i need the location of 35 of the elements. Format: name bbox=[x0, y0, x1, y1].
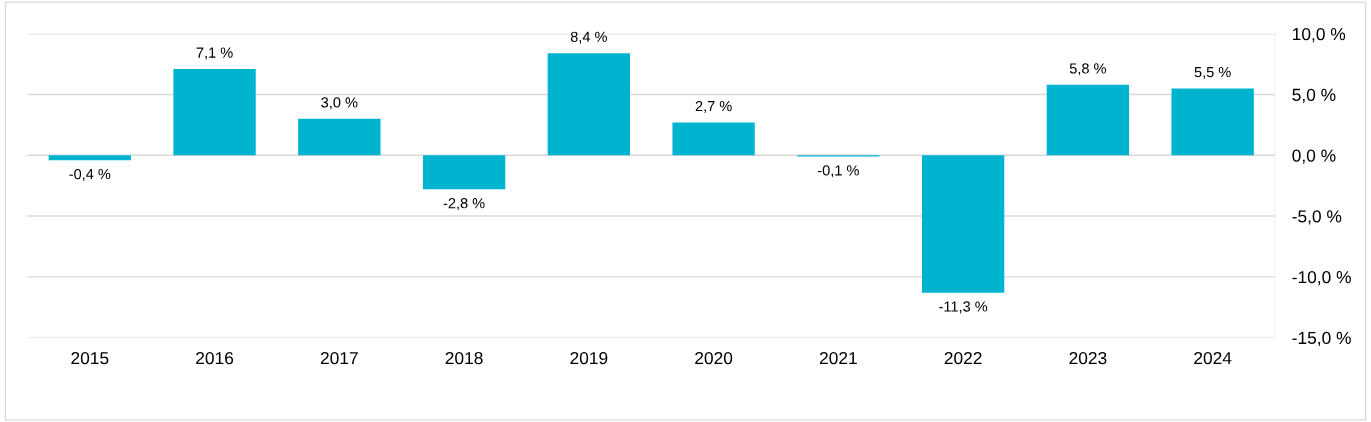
y-tick-label: 5,0 % bbox=[1292, 88, 1336, 104]
data-label: -2,8 % bbox=[443, 198, 485, 211]
x-tick-label: 2018 bbox=[445, 351, 483, 365]
x-tick-label: 2019 bbox=[570, 351, 608, 365]
x-tick-label: 2024 bbox=[1194, 351, 1232, 365]
bar bbox=[173, 69, 256, 156]
data-label: -0,1 % bbox=[817, 165, 859, 178]
bar bbox=[921, 155, 1005, 293]
x-tick-label: 2017 bbox=[320, 351, 358, 365]
x-tick-label: 2015 bbox=[71, 351, 109, 365]
data-label: 5,5 % bbox=[1194, 66, 1231, 79]
data-label: 3,0 % bbox=[321, 97, 358, 110]
data-label: -0,4 % bbox=[69, 168, 111, 181]
x-tick-label: 2022 bbox=[944, 351, 982, 365]
data-label: 2,7 % bbox=[695, 100, 732, 113]
y-tick-label: 10,0 % bbox=[1293, 27, 1346, 43]
x-tick-label: 2023 bbox=[1069, 351, 1107, 365]
x-tick-label: 2020 bbox=[695, 351, 733, 365]
x-tick-label: 2016 bbox=[196, 351, 234, 365]
data-label: -11,3 % bbox=[939, 301, 988, 314]
bar bbox=[672, 122, 755, 156]
bar bbox=[1171, 88, 1254, 156]
data-label: 7,1 % bbox=[196, 47, 233, 60]
bar bbox=[1046, 84, 1130, 156]
x-tick-label: 2021 bbox=[819, 351, 857, 365]
data-label: 5,8 % bbox=[1069, 63, 1107, 76]
bar bbox=[547, 53, 631, 156]
bar bbox=[298, 118, 381, 156]
y-tick-label: -5,0 % bbox=[1292, 210, 1342, 225]
data-label: 8,4 % bbox=[570, 31, 607, 44]
bar bbox=[48, 155, 131, 161]
y-tick-label: -15,0 % bbox=[1292, 331, 1351, 347]
y-tick-label: -10,0 % bbox=[1292, 271, 1351, 286]
y-tick-label: 0,0 % bbox=[1292, 149, 1336, 164]
bar bbox=[422, 155, 506, 190]
